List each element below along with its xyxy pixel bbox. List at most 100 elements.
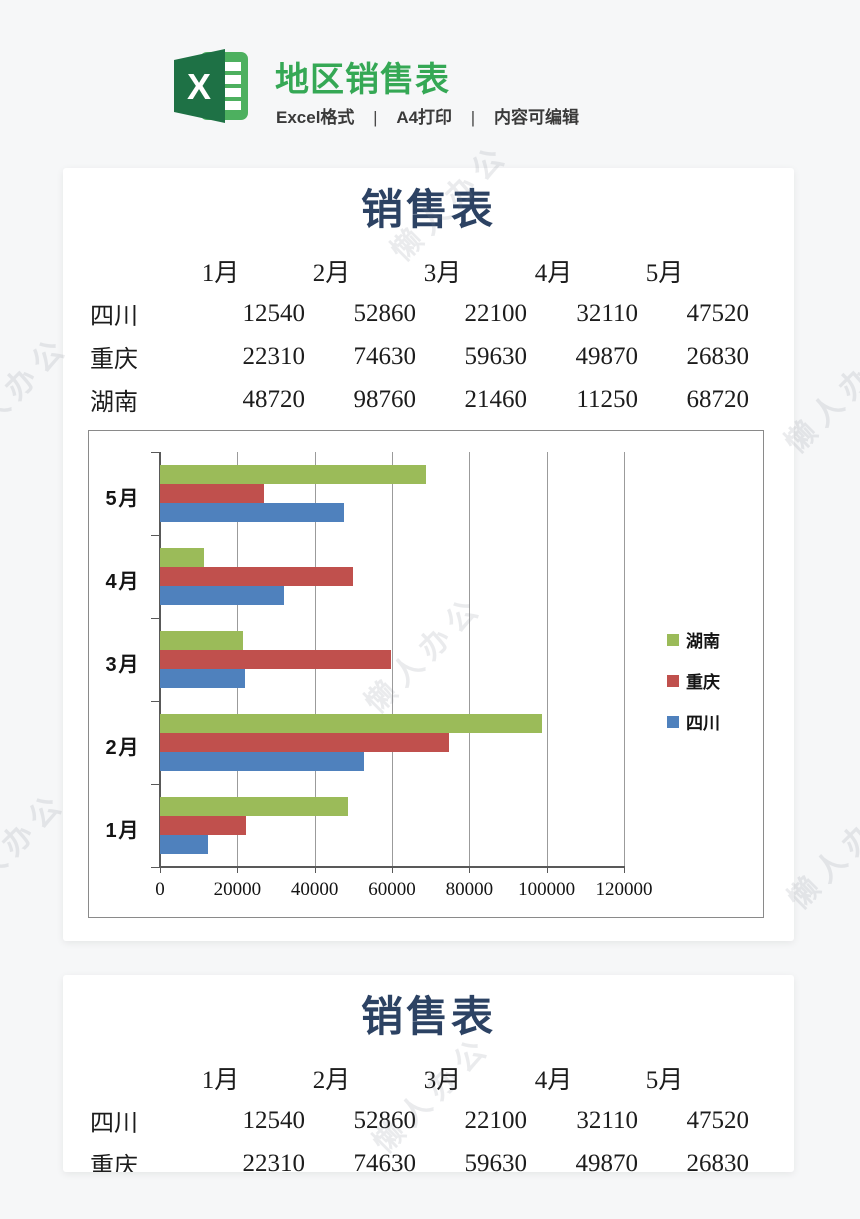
subtitle-format: Excel格式	[276, 108, 355, 127]
bar-重庆-1月	[160, 816, 247, 835]
x-axis-tick	[469, 867, 471, 873]
column-header-2: 2月	[312, 1066, 351, 1094]
x-axis-tick	[624, 867, 625, 873]
column-header-1: 1月	[201, 1066, 240, 1094]
column-header-5: 5月	[645, 259, 684, 287]
x-axis-label: 0	[155, 879, 165, 900]
x-axis-tick	[546, 867, 548, 873]
row-header-region: 重庆	[90, 1154, 138, 1172]
gridline	[469, 452, 471, 867]
preview-page-2[interactable]: 销售表 1月 2月 3月 4月 5月 四川 12540 52860 22100 32110 4752…	[63, 975, 794, 1172]
column-header-4: 4月	[534, 1066, 573, 1094]
preview-page-1[interactable]: 销售表 1月 2月 3月 4月 5月 四川 12540 52860 22100 32110 4752…	[63, 168, 794, 941]
category-label: 3月	[105, 653, 141, 676]
y-axis-tick	[151, 701, 159, 702]
bar-重庆-5月	[160, 484, 264, 503]
legend-swatch-湖南	[667, 633, 679, 646]
value-cell: 22100	[464, 1106, 528, 1134]
value-cell: 32110	[576, 1106, 638, 1134]
legend-item-湖南: 湖南	[667, 627, 720, 652]
gridline	[546, 452, 548, 867]
y-axis-tick	[151, 535, 159, 536]
x-axis-tick	[160, 867, 161, 873]
value-cell: 47520	[686, 299, 750, 327]
value-cell: 52860	[353, 299, 417, 327]
bar-重庆-4月	[160, 567, 353, 586]
value-cell: 26830	[686, 1149, 750, 1173]
value-cell: 48720	[242, 385, 306, 413]
category-label: 2月	[105, 736, 141, 759]
x-axis-label: 40000	[290, 879, 339, 900]
bar-湖南-3月	[160, 631, 243, 650]
value-cell: 12540	[242, 1106, 306, 1134]
column-header-3: 3月	[423, 1066, 462, 1094]
column-header-1: 1月	[201, 259, 240, 287]
row-header-region: 湖南	[90, 390, 138, 416]
sheet-title: 销售表	[360, 186, 496, 233]
value-cell: 98760	[353, 385, 417, 413]
value-cell: 11250	[576, 385, 638, 413]
category-label: 4月	[105, 570, 141, 593]
value-cell: 22310	[242, 342, 306, 370]
x-axis-label: 80000	[445, 879, 494, 900]
legend-swatch-四川	[667, 715, 679, 728]
table-row: 重庆 22310 74630 59630 49870 26830	[63, 335, 794, 378]
bar-湖南-5月	[160, 465, 426, 484]
value-cell: 12540	[242, 299, 306, 327]
x-axis-tick	[392, 867, 393, 873]
subtitle-separator: |	[470, 108, 476, 127]
legend-label: 重庆	[686, 673, 720, 692]
table-row: 重庆 22310 74630 59630 49870 26830	[63, 1142, 794, 1173]
bar-四川-5月	[160, 503, 344, 522]
chart-legend: 湖南 重庆 四川	[667, 627, 720, 750]
column-header-3: 3月	[423, 259, 462, 287]
y-axis-tick	[151, 618, 159, 619]
subtitle-print: A4打印	[396, 108, 453, 127]
y-axis-tick	[151, 784, 159, 785]
page-title: 地区销售表	[275, 61, 450, 99]
column-header-5: 5月	[645, 1066, 684, 1094]
category-label: 1月	[105, 819, 141, 842]
column-header-4: 4月	[534, 259, 573, 287]
svg-text:X: X	[187, 66, 211, 107]
legend-label: 湖南	[686, 632, 720, 651]
legend-item-重庆: 重庆	[667, 668, 720, 693]
value-cell: 52860	[353, 1106, 417, 1134]
sales-bar-chart: 0 20000 40000 60000 80000 100000 120000 5月 4月 3月 2…	[88, 430, 764, 918]
row-header-region: 四川	[90, 304, 138, 330]
gridline	[392, 452, 393, 867]
value-cell: 21460	[464, 385, 528, 413]
bar-四川-1月	[160, 835, 209, 854]
legend-item-四川: 四川	[667, 709, 720, 734]
subtitle-editable: 内容可编辑	[493, 108, 579, 127]
table-row: 湖南 48720 98760 21460 11250 68720	[63, 378, 794, 421]
sheet-title: 销售表	[360, 993, 496, 1040]
value-cell: 22310	[242, 1149, 306, 1173]
table-header-row: 1月 2月 3月 4月 5月	[63, 1056, 794, 1099]
value-cell: 74630	[353, 1149, 417, 1173]
page-subtitle: Excel格式 | A4打印 | 内容可编辑	[276, 103, 579, 128]
row-header-region: 四川	[90, 1111, 138, 1137]
value-cell: 22100	[464, 299, 528, 327]
bar-重庆-3月	[160, 650, 391, 669]
y-axis-tick	[151, 452, 159, 453]
table-row: 四川 12540 52860 22100 32110 47520	[63, 292, 794, 335]
bar-四川-4月	[160, 586, 285, 605]
x-axis-label: 20000	[213, 879, 262, 900]
row-header-region: 重庆	[90, 347, 138, 373]
value-cell: 59630	[464, 1149, 528, 1173]
value-cell: 49870	[575, 1149, 639, 1173]
excel-icon: X	[174, 49, 248, 123]
bar-湖南-2月	[160, 714, 542, 733]
x-axis-tick	[314, 867, 316, 873]
bar-四川-2月	[160, 752, 365, 771]
x-axis-line	[159, 866, 625, 868]
x-axis-label: 60000	[368, 879, 416, 900]
value-cell: 26830	[686, 342, 750, 370]
bar-湖南-4月	[160, 548, 204, 567]
column-header-2: 2月	[312, 259, 351, 287]
gridline	[624, 452, 625, 867]
table-row: 四川 12540 52860 22100 32110 47520	[63, 1099, 794, 1142]
legend-label: 四川	[686, 714, 720, 733]
